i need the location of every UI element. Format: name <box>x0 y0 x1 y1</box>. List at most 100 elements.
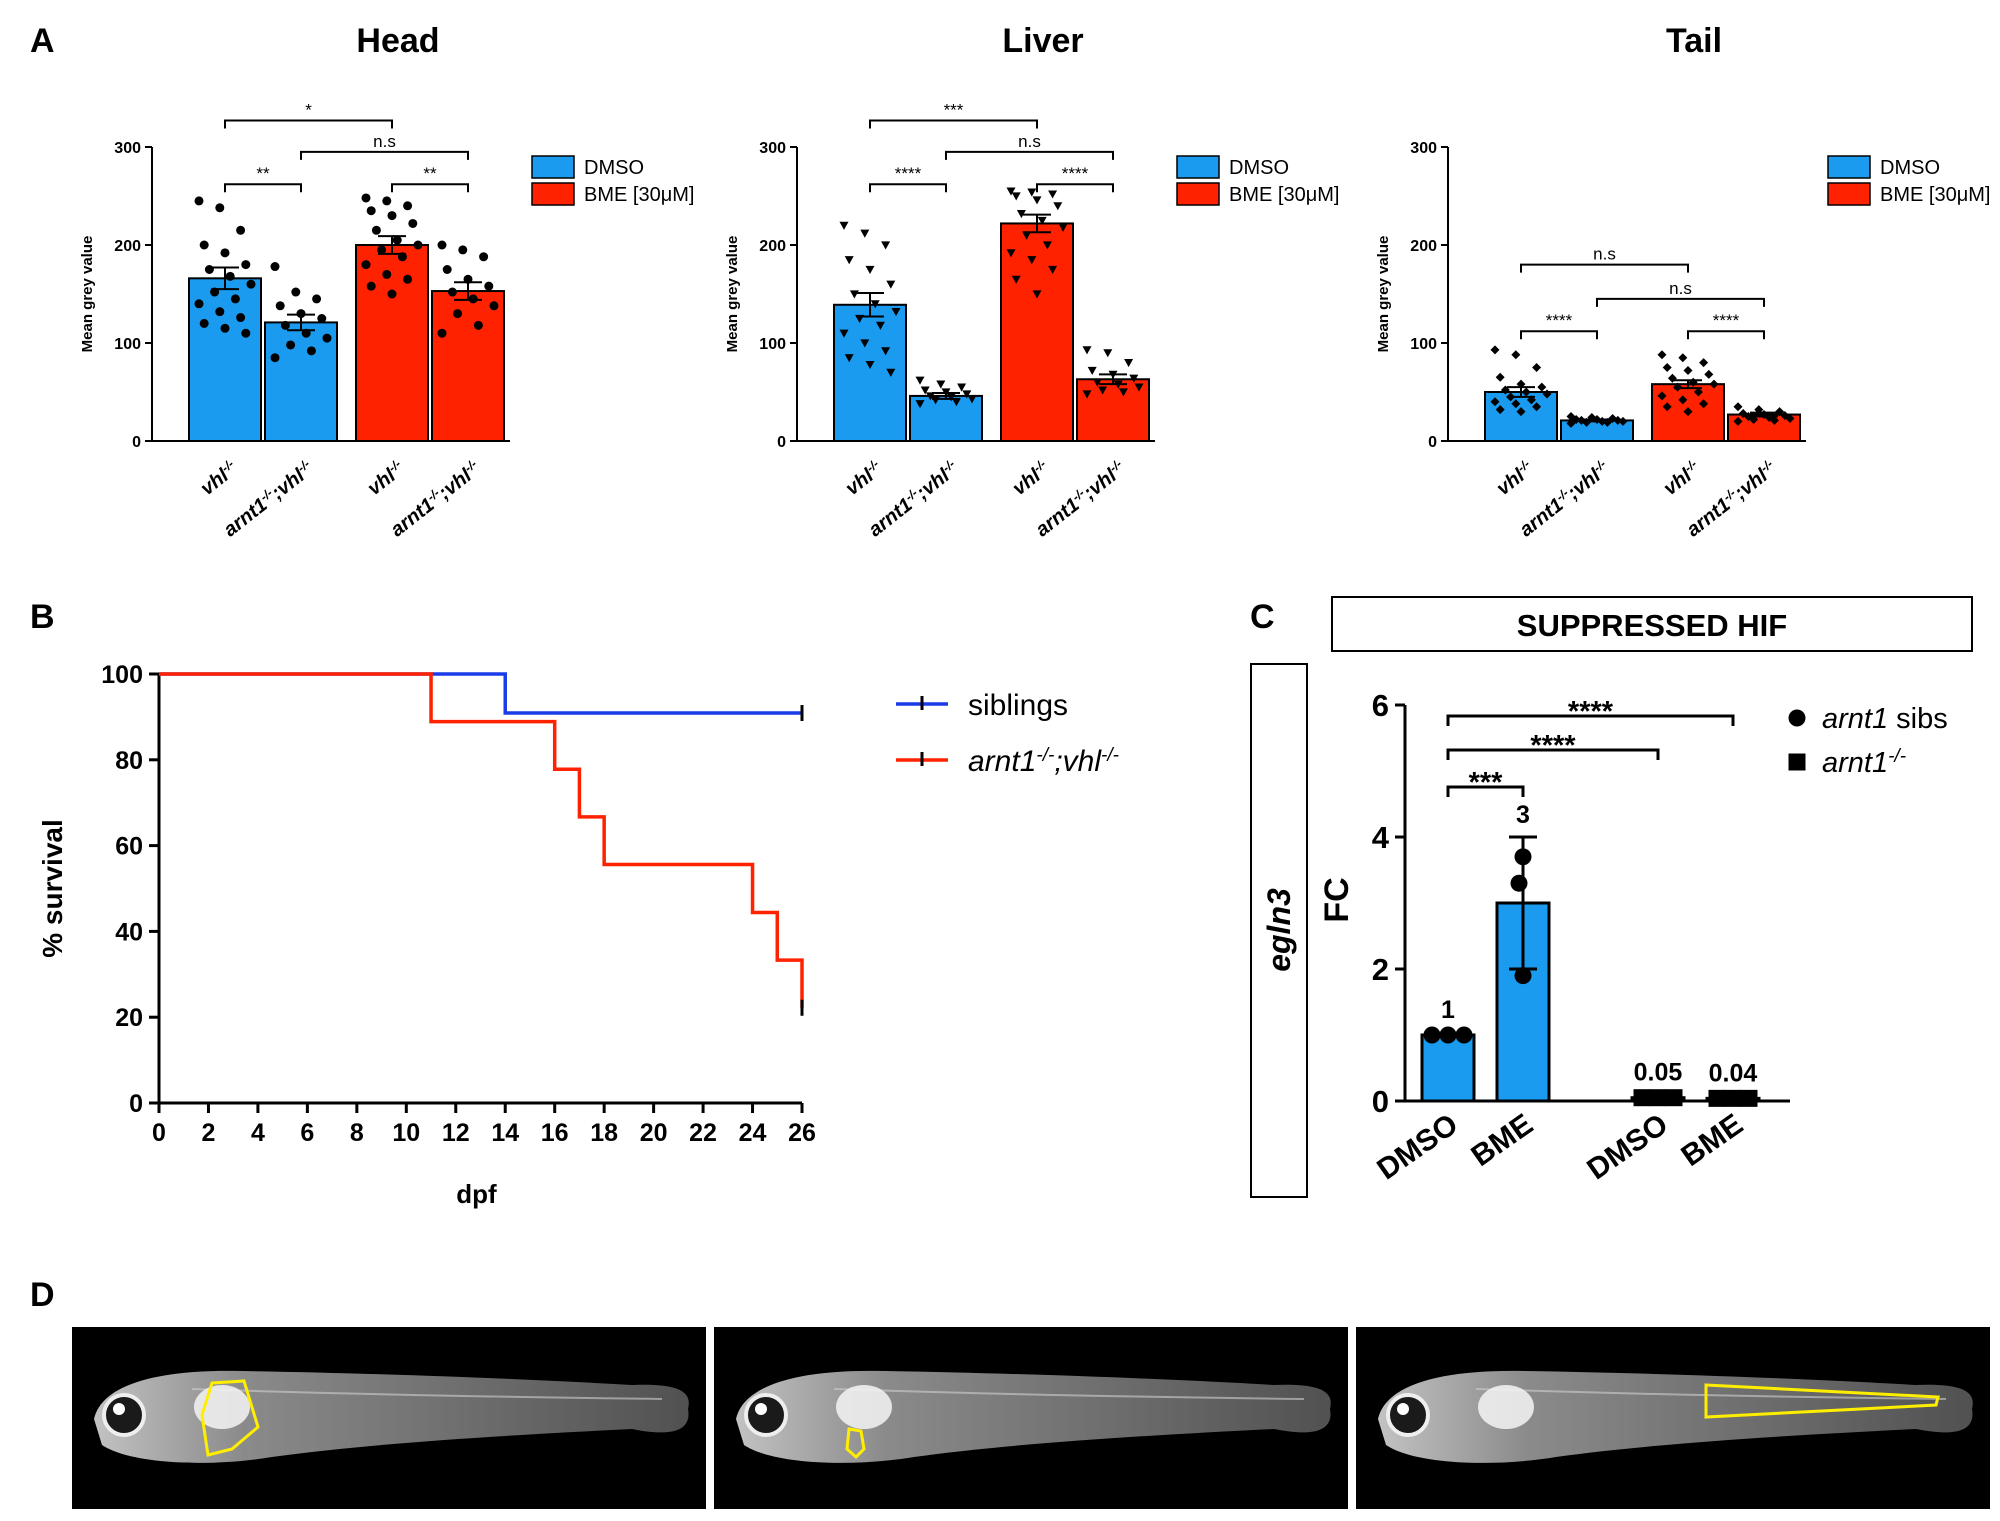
data-point <box>1022 231 1032 240</box>
data-point <box>1006 249 1016 258</box>
legend-label-bme: BME [30μM] <box>1880 184 1990 206</box>
fish-eye-highlight <box>1397 1403 1409 1415</box>
data-point <box>1754 405 1764 415</box>
legend-swatch-bme <box>531 182 575 206</box>
data-point <box>1708 1089 1726 1107</box>
data-point <box>1662 363 1672 372</box>
data-point <box>1657 350 1667 360</box>
data-point <box>886 368 896 377</box>
data-point <box>1566 418 1576 428</box>
y-tick-label: 100 <box>101 661 143 689</box>
data-point <box>1704 369 1714 379</box>
data-point <box>1521 387 1531 397</box>
significance-bracket <box>945 150 1114 160</box>
fish-image-3 <box>1356 1327 1990 1509</box>
legend-label-bme: BME [30μM] <box>584 184 694 206</box>
data-point <box>881 241 891 250</box>
survival-line-arnt1-vhl <box>159 672 804 1008</box>
data-point <box>392 235 402 245</box>
data-point <box>489 301 499 311</box>
significance-label: n.s <box>373 132 396 151</box>
data-point <box>220 323 230 333</box>
data-point <box>1662 402 1672 412</box>
significance-label: **** <box>1530 730 1576 762</box>
panel-label-b: B <box>30 598 55 636</box>
data-point <box>1500 385 1510 395</box>
data-point <box>1699 399 1709 409</box>
data-point <box>442 265 452 274</box>
fish-image-strip <box>72 1327 1990 1509</box>
data-point <box>1058 223 1068 232</box>
data-point <box>484 281 494 291</box>
significance-bracket <box>869 183 947 193</box>
data-point <box>270 262 280 272</box>
data-point <box>1048 265 1058 274</box>
data-point <box>881 347 891 356</box>
data-point <box>366 281 376 291</box>
data-point <box>1649 1089 1667 1107</box>
panel-c-egln3: C SUPPRESSED HIF egln3 FC 0 2 4 6 1 DMSO 3 BME 0.05… <box>1250 596 1973 1198</box>
significance-bracket <box>224 119 393 129</box>
legend-swatch-bme <box>1827 182 1871 206</box>
data-point <box>236 313 246 323</box>
data-point <box>1087 366 1097 375</box>
significance-label: **** <box>895 164 922 183</box>
fish-eye-highlight <box>755 1403 767 1415</box>
data-point <box>1495 372 1505 382</box>
y-tick-label: 60 <box>115 833 143 861</box>
fish-head-region <box>1478 1385 1534 1429</box>
significance-label: n.s <box>1669 279 1692 298</box>
survival-line-siblings <box>159 672 802 715</box>
legend-label-dmso: DMSO <box>584 157 644 179</box>
fish-eye <box>102 1393 146 1437</box>
significance-label: n.s <box>1018 132 1041 151</box>
significance-label: **** <box>1713 311 1740 330</box>
data-point <box>860 229 870 238</box>
data-point <box>1665 1089 1683 1107</box>
data-point <box>1103 349 1113 358</box>
data-point <box>317 314 327 323</box>
panel-label-a: A <box>30 22 55 60</box>
data-point <box>215 307 225 317</box>
legend-swatch-dmso <box>531 155 575 179</box>
legend-marker <box>1788 709 1806 727</box>
y-tick-label: 2 <box>1372 952 1389 987</box>
significance-label: **** <box>1062 164 1089 183</box>
value-label: 0.05 <box>1634 1059 1683 1087</box>
data-point <box>322 333 332 343</box>
title-box <box>1331 596 1973 652</box>
data-point <box>1423 1026 1441 1044</box>
x-tick-label: 24 <box>739 1119 767 1147</box>
data-point <box>1785 413 1795 423</box>
data-point <box>1532 402 1542 412</box>
data-point <box>957 383 967 392</box>
fish-eye <box>744 1393 788 1437</box>
x-tick-label: BME <box>1675 1108 1749 1173</box>
data-point <box>1618 416 1628 426</box>
data-point <box>1516 407 1526 417</box>
data-point <box>844 354 854 363</box>
significance-bracket <box>224 183 302 193</box>
data-point <box>458 245 468 255</box>
data-point <box>371 225 381 235</box>
y-axis-label: Mean grey value <box>79 236 96 353</box>
x-tick-label: vhl-/- <box>363 457 409 500</box>
data-point <box>199 240 209 250</box>
data-point <box>936 380 946 389</box>
chart-title: Tail <box>1666 22 1722 60</box>
y-tick-label: 300 <box>114 140 141 157</box>
significance-bracket <box>1520 263 1689 273</box>
row-label: egln3 <box>1261 888 1297 972</box>
fish-notochord <box>191 1388 663 1400</box>
x-tick-label: 18 <box>590 1119 618 1147</box>
data-point <box>844 256 854 265</box>
data-point <box>1032 196 1042 205</box>
significance-bracket <box>869 119 1038 129</box>
data-point <box>1118 388 1128 397</box>
data-point <box>931 396 941 405</box>
data-point <box>1032 290 1042 299</box>
data-point <box>849 290 859 299</box>
data-point <box>387 211 397 221</box>
